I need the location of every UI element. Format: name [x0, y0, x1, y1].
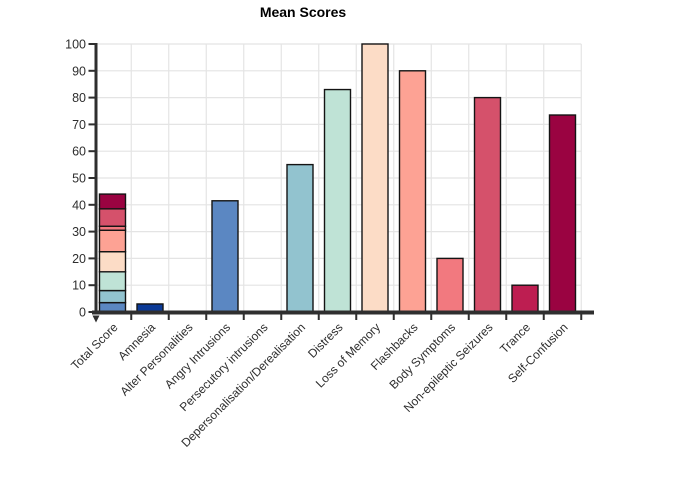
- y-tick-label-10: 10: [72, 279, 86, 293]
- x-category-label-body-symptoms: Body Symptoms: [386, 320, 458, 392]
- bar-angry-intrusions: [211, 200, 239, 313]
- bar-total-score-segment-6: [98, 208, 127, 227]
- y-tick-label-90: 90: [72, 64, 86, 78]
- bar-flashbacks: [398, 70, 427, 313]
- bar-trance: [511, 284, 539, 313]
- y-tick-label-80: 80: [72, 91, 86, 105]
- y-tick-label-70: 70: [72, 118, 86, 132]
- bar-distress: [323, 88, 352, 313]
- y-tick-label-30: 30: [72, 225, 86, 239]
- bar-total-score-segment-2: [98, 271, 127, 292]
- y-tick-label-100: 100: [65, 38, 86, 52]
- x-category-label-angry-intrusions: Angry Intrusions: [162, 320, 233, 391]
- y-tick-label-20: 20: [72, 252, 86, 266]
- bar-loss-of-memory: [361, 43, 389, 313]
- bar-self-confusion: [548, 114, 577, 313]
- bar-total-score-segment-7: [98, 193, 127, 210]
- chart-title: Mean Scores: [259, 4, 347, 20]
- bar-total-score-segment-4: [98, 229, 127, 253]
- y-tick-label-50: 50: [72, 172, 86, 186]
- bar-depersonalisation-derealisation: [286, 163, 314, 313]
- axis-origin-arrow-down-icon: [92, 315, 100, 323]
- bar-total-score-segment-3: [98, 250, 127, 273]
- x-category-label-trance: Trance: [497, 320, 533, 356]
- y-tick-label-0: 0: [79, 306, 86, 320]
- x-category-label-total-score: Total Score: [68, 320, 121, 373]
- bar-body-symptoms: [436, 257, 464, 313]
- bar-total-score-segment-1: [98, 289, 127, 304]
- bar-non-epileptic-seizures: [473, 96, 502, 313]
- y-tick-label-60: 60: [72, 145, 86, 159]
- y-tick-label-40: 40: [72, 198, 86, 212]
- x-category-label-loss-of-memory: Loss of Memory: [313, 320, 383, 390]
